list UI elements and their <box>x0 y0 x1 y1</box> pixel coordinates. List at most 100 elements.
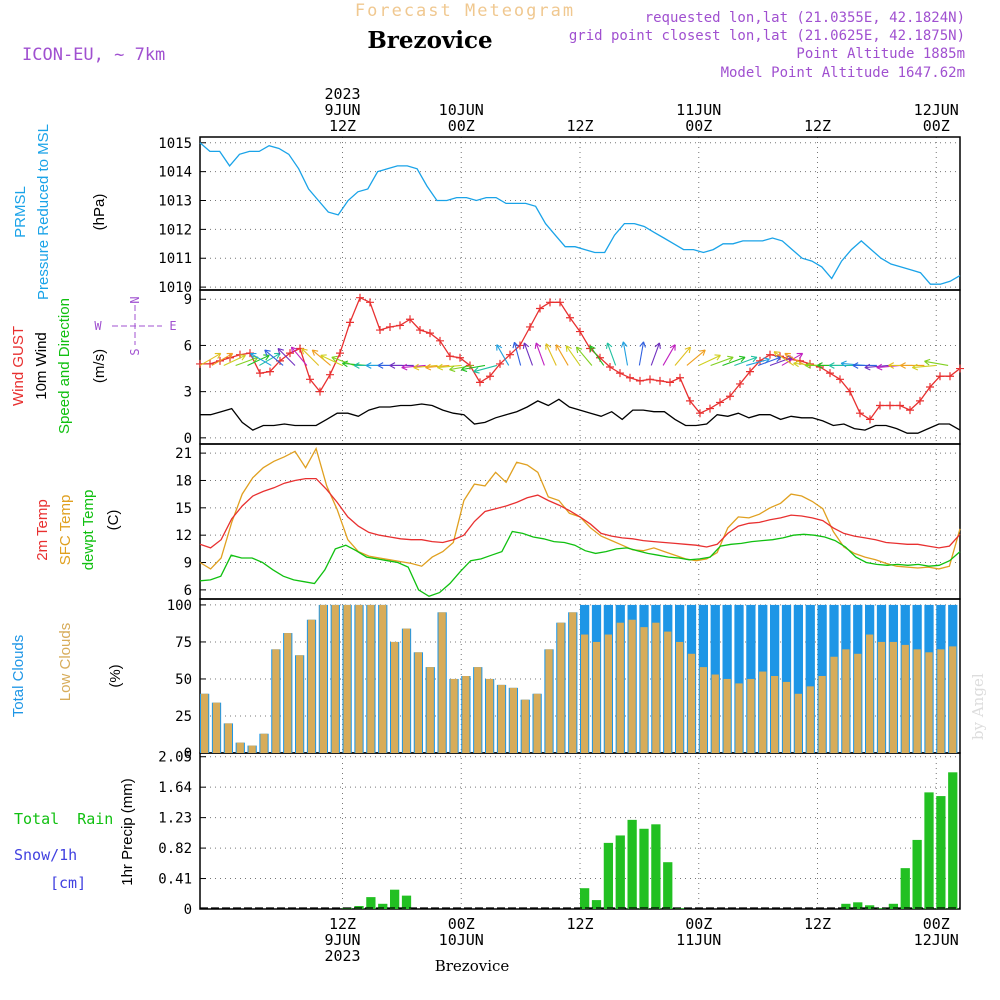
sfc-temp-label: SFC Temp <box>57 495 74 566</box>
wind-arrow-head <box>605 342 613 349</box>
wind-arrow <box>534 342 545 366</box>
y-tick-label: 9 <box>184 556 192 572</box>
total-cloud-bar <box>793 604 804 753</box>
low-cloud-bar <box>782 681 791 753</box>
gust-marker <box>656 376 664 385</box>
rain-bar <box>580 888 590 909</box>
low-cloud-bar <box>545 649 553 753</box>
low-cloud-bar <box>759 671 767 753</box>
low-cloud-bar <box>343 604 351 753</box>
top-time-label: 11JUN <box>676 101 721 119</box>
gust-marker <box>866 415 874 424</box>
dewpt-line <box>199 530 961 598</box>
wind-arrow <box>249 352 272 366</box>
wind-arrow <box>650 342 661 366</box>
gust-marker <box>266 367 274 376</box>
gust-marker <box>856 409 864 418</box>
wind-arrow <box>734 355 758 366</box>
wind-arrow <box>413 363 438 371</box>
bottom-location: Brezovice <box>435 957 510 975</box>
requested-coords: requested lon,lat (21.0355E, 42.1824N) <box>645 10 965 26</box>
gust-marker <box>876 401 884 410</box>
wind-arrow <box>512 341 522 366</box>
model-altitude: Model Point Altitude 1647.62m <box>721 65 965 81</box>
y-tick-label: 6 <box>184 583 192 599</box>
low-cloud-bar <box>830 656 838 753</box>
wind-arrow-shaft <box>674 346 691 366</box>
low-cloud-bar <box>260 733 268 753</box>
compass-legend: N S W E <box>94 296 176 355</box>
gust-marker <box>446 352 454 361</box>
wind-arrow-shaft <box>535 342 545 366</box>
wind-arrow-head <box>264 349 271 356</box>
wind-arrow-shaft <box>710 356 734 366</box>
wind-arrow-shaft <box>698 354 721 366</box>
wind-arrow-head <box>277 347 284 355</box>
y-tick-label: 1011 <box>158 251 192 267</box>
wind-dir-label: Speed and Direction <box>56 298 73 434</box>
wind-arrow-shaft <box>473 364 498 373</box>
low-cloud-bar <box>806 686 814 753</box>
rain-bar <box>948 772 958 909</box>
low-cloud-bar <box>533 693 541 753</box>
gust-marker <box>286 349 294 358</box>
wind-arrow-shaft <box>401 364 426 369</box>
wind10m-line <box>200 398 961 434</box>
wind-arrow <box>320 354 343 366</box>
gust-marker <box>456 353 464 362</box>
wind-arrow-head <box>365 362 372 369</box>
wind-arrow-shaft <box>250 352 272 366</box>
wind-arrow-head <box>876 363 883 371</box>
wind-arrow-head <box>342 360 349 368</box>
wind-arrow <box>746 357 770 366</box>
wind-arrow-shaft <box>496 344 510 366</box>
low-cloud-bar <box>901 644 909 753</box>
low-cloud-bar <box>201 693 209 753</box>
wind-arrow-shaft <box>259 352 281 366</box>
app-title: Forecast Meteogram <box>355 1 575 21</box>
wind-arrow <box>437 363 462 371</box>
wind-arrow-head <box>461 365 468 373</box>
low-cloud-bar <box>569 612 577 753</box>
low-cloud-bar <box>438 612 446 753</box>
y-tick-label: 1.23 <box>158 811 192 827</box>
bottom-time-label: 00Z <box>923 915 950 933</box>
wind-arrow-shaft <box>437 364 462 369</box>
low-cloud-bar <box>628 619 636 753</box>
low-cloud-bar <box>771 676 779 753</box>
wind-arrow-shaft <box>545 343 557 366</box>
wind-arrow-head <box>773 351 781 358</box>
wind-arrow-shaft <box>277 348 296 366</box>
low-cloud-bar <box>854 653 862 753</box>
temp-panel: 6 9 12 15 18 21 <box>175 443 961 600</box>
wind-arrow <box>698 354 721 366</box>
snow-label: Snow/1h <box>14 846 77 864</box>
wind-arrow-head <box>226 352 234 359</box>
y-tick-label: 0 <box>184 746 192 762</box>
y-tick-label: 6 <box>184 338 192 354</box>
credit-watermark: by Angel <box>969 673 987 740</box>
gust-marker <box>356 293 364 302</box>
wind-arrow-head <box>214 352 222 359</box>
gust-marker <box>666 378 674 387</box>
wind-arrow-head <box>311 349 319 356</box>
top-time-label: 12Z <box>566 117 593 135</box>
wind-arrow <box>565 345 581 366</box>
gust-marker <box>926 383 934 392</box>
low-cloud-bar <box>889 641 898 753</box>
y-tick-label: 1010 <box>158 280 192 296</box>
gust-marker <box>426 329 434 338</box>
y-tick-label: 9 <box>184 292 192 308</box>
bottom-time-label: 11JUN <box>676 931 721 949</box>
wind-arrow-head <box>793 360 800 368</box>
bottom-time-label: 12Z <box>329 915 356 933</box>
gust-marker <box>606 363 614 371</box>
wind-arrow-head <box>320 354 327 361</box>
bottom-time-label: 12Z <box>566 915 593 933</box>
low-cloud-bar <box>272 649 280 753</box>
gust-marker <box>536 304 544 313</box>
wind-panel: 0 3 6 9 <box>184 289 961 447</box>
gust-marker <box>336 349 344 358</box>
low-cloud-bar <box>604 634 613 753</box>
low-cloud-bar <box>664 631 672 753</box>
